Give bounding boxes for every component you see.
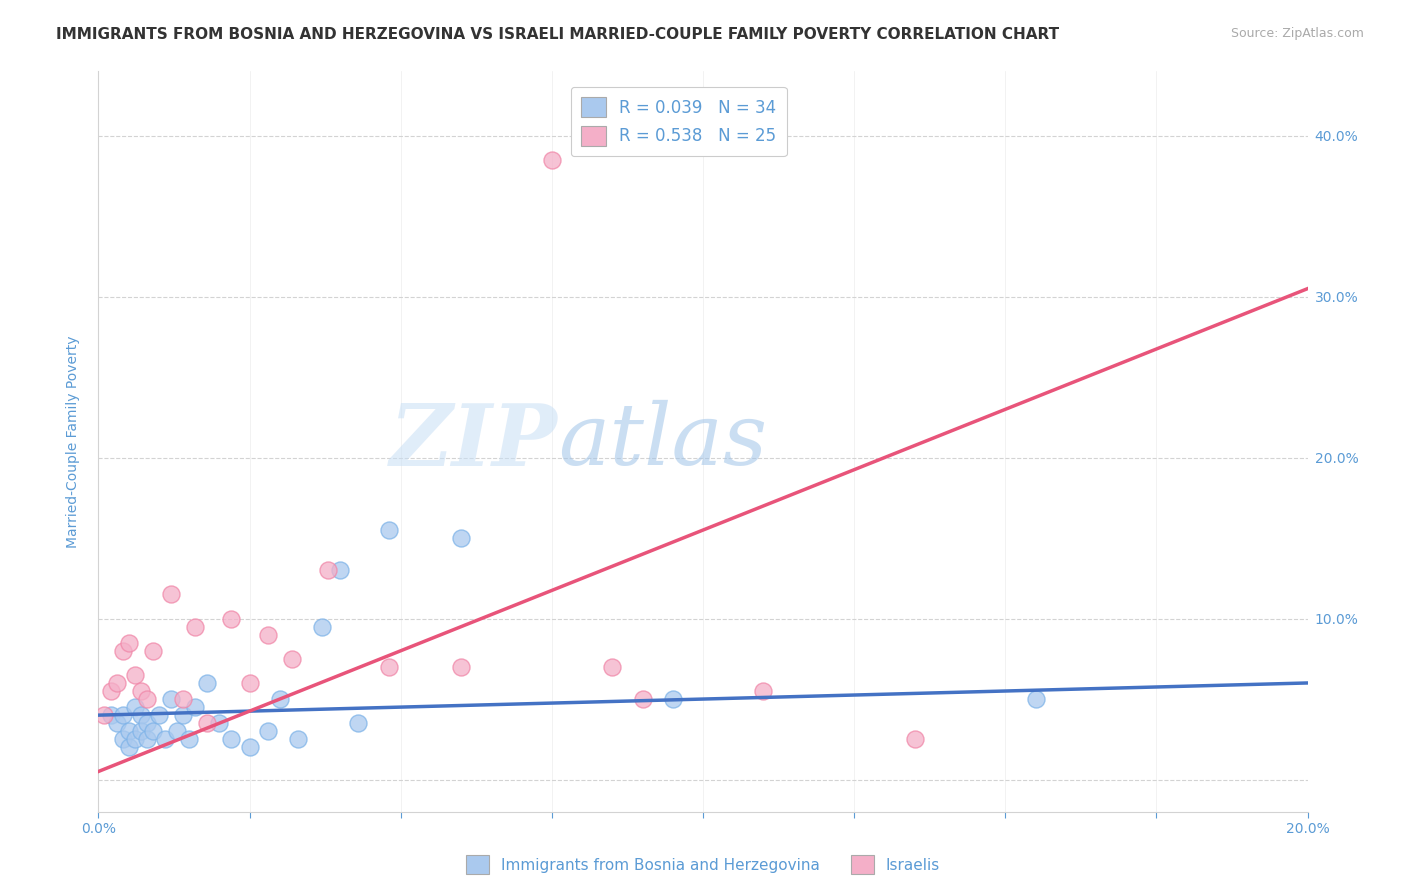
Point — [281, 652, 304, 666]
Point — [160, 692, 183, 706]
Point — [135, 732, 157, 747]
Legend: R = 0.039   N = 34, R = 0.538   N = 25: R = 0.039 N = 34, R = 0.538 N = 25 — [571, 87, 786, 156]
Text: Source: ZipAtlas.com: Source: ZipAtlas.com — [1230, 27, 1364, 40]
Point — [129, 724, 152, 739]
Point — [124, 700, 146, 714]
Point — [129, 708, 152, 723]
Point — [239, 676, 262, 690]
Point — [179, 732, 201, 747]
Point — [602, 660, 624, 674]
Point — [269, 692, 291, 706]
Point — [316, 563, 339, 577]
Point — [124, 732, 146, 747]
Point — [347, 716, 370, 731]
Point — [904, 732, 927, 747]
Point — [377, 523, 399, 537]
Point — [184, 700, 207, 714]
Point — [377, 660, 399, 674]
Point — [118, 636, 141, 650]
Point — [111, 708, 134, 723]
Point — [148, 708, 170, 723]
Point — [287, 732, 309, 747]
Point — [135, 716, 157, 731]
Point — [105, 676, 128, 690]
Point — [93, 708, 115, 723]
Point — [221, 732, 243, 747]
Point — [111, 732, 134, 747]
Point — [450, 531, 472, 545]
Y-axis label: Married-Couple Family Poverty: Married-Couple Family Poverty — [66, 335, 80, 548]
Point — [661, 692, 683, 706]
Point — [195, 676, 218, 690]
Point — [540, 153, 562, 167]
Point — [184, 619, 207, 633]
Legend: Immigrants from Bosnia and Herzegovina, Israelis: Immigrants from Bosnia and Herzegovina, … — [460, 849, 946, 880]
Text: IMMIGRANTS FROM BOSNIA AND HERZEGOVINA VS ISRAELI MARRIED-COUPLE FAMILY POVERTY : IMMIGRANTS FROM BOSNIA AND HERZEGOVINA V… — [56, 27, 1059, 42]
Point — [142, 724, 165, 739]
Point — [118, 740, 141, 755]
Point — [256, 628, 278, 642]
Point — [100, 708, 122, 723]
Point — [105, 716, 128, 731]
Point — [166, 724, 188, 739]
Point — [160, 587, 183, 601]
Point — [239, 740, 262, 755]
Text: ZIP: ZIP — [389, 400, 558, 483]
Point — [172, 692, 194, 706]
Point — [450, 660, 472, 674]
Point — [129, 684, 152, 698]
Point — [111, 644, 134, 658]
Point — [221, 611, 243, 625]
Point — [208, 716, 231, 731]
Point — [118, 724, 141, 739]
Point — [752, 684, 775, 698]
Point — [311, 619, 333, 633]
Point — [172, 708, 194, 723]
Point — [142, 644, 165, 658]
Point — [124, 668, 146, 682]
Point — [100, 684, 122, 698]
Point — [135, 692, 157, 706]
Point — [195, 716, 218, 731]
Point — [153, 732, 176, 747]
Point — [329, 563, 352, 577]
Point — [631, 692, 654, 706]
Point — [1024, 692, 1046, 706]
Point — [256, 724, 278, 739]
Text: atlas: atlas — [558, 401, 768, 483]
